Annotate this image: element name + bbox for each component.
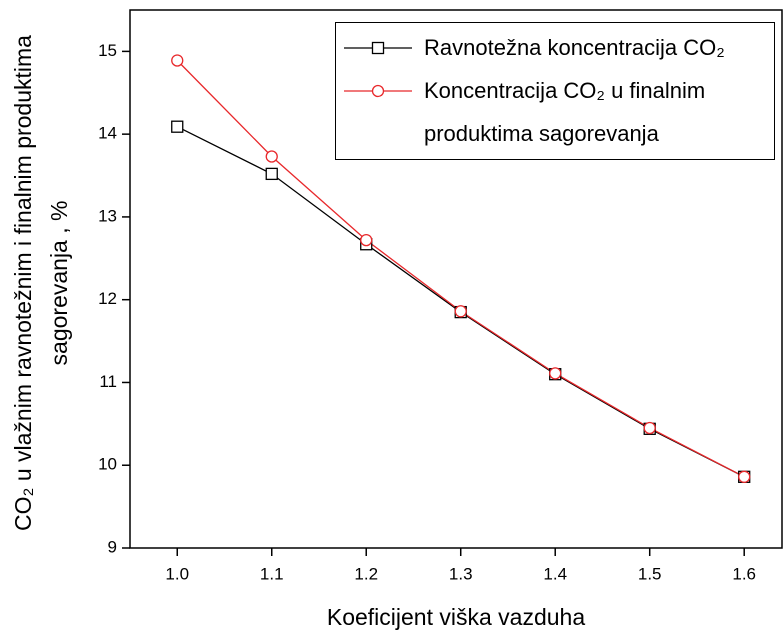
x-tick-label: 1.1 xyxy=(260,564,284,583)
x-tick-label: 1.3 xyxy=(449,564,473,583)
series-line xyxy=(176,126,745,478)
legend-swatch xyxy=(344,84,412,98)
x-tick-label: 1.5 xyxy=(638,564,662,583)
x-tick-label: 1.0 xyxy=(165,564,189,583)
legend: Ravnotežna koncentracija CO₂ Koncentracij… xyxy=(335,22,775,160)
y-tick-label: 9 xyxy=(108,537,117,556)
marker xyxy=(549,367,562,380)
y-tick-label: 14 xyxy=(98,124,117,143)
marker xyxy=(371,41,385,55)
marker xyxy=(643,421,656,435)
y-tick-label: 10 xyxy=(98,455,117,474)
marker xyxy=(171,54,184,67)
marker xyxy=(738,470,751,483)
marker xyxy=(360,233,373,247)
x-tick-label: 1.4 xyxy=(543,564,567,583)
marker xyxy=(171,120,184,133)
y-tick-label: 12 xyxy=(98,289,117,308)
legend-label: Koncentracija CO₂ u finalnim produktima … xyxy=(424,78,706,146)
legend-swatch xyxy=(344,41,412,55)
x-tick-label: 1.2 xyxy=(354,564,378,583)
y-axis-label: CO₂ u vlažnim ravnotežnim i finalnim pro… xyxy=(10,35,72,531)
y-tick-label: 13 xyxy=(98,206,117,225)
y-tick-label: 11 xyxy=(99,372,117,391)
x-axis-label: Koeficijent viška vazduha xyxy=(326,604,586,630)
marker xyxy=(371,84,385,98)
legend-label: Ravnotežna koncentracija CO₂ xyxy=(424,35,725,60)
marker xyxy=(454,305,467,318)
marker xyxy=(265,150,278,163)
y-tick-label: 15 xyxy=(98,41,117,60)
plot-frame xyxy=(129,9,783,549)
marker xyxy=(265,167,278,181)
x-tick-label: 1.6 xyxy=(732,564,756,583)
